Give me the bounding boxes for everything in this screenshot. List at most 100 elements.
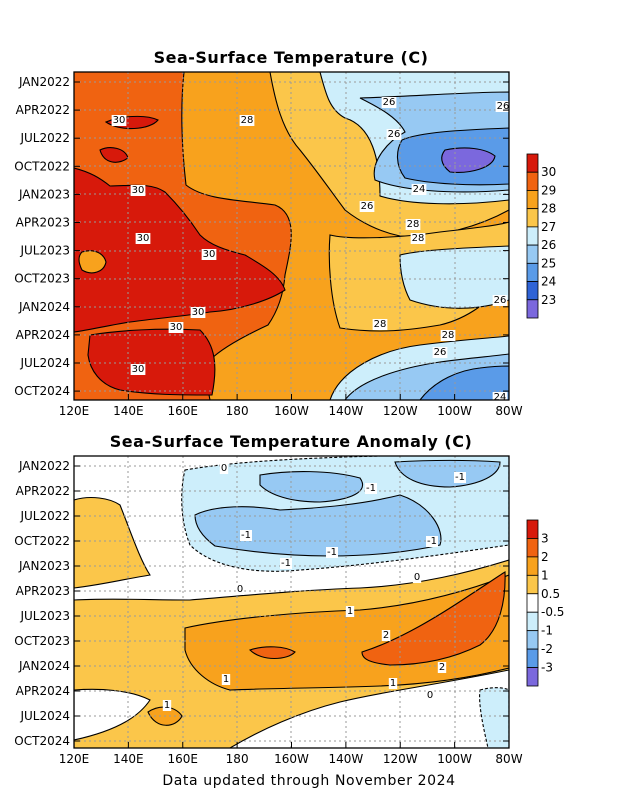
sst-contour-label: 30 <box>132 364 145 375</box>
sst-contour-label: 30 <box>132 185 145 196</box>
anomaly-x-tick-label: 120W <box>383 752 418 766</box>
anomaly-x-tick-label: 80W <box>495 752 522 766</box>
sst-contour-label: 28 <box>241 115 254 126</box>
sst-colorbar-label: 27 <box>541 220 556 234</box>
anom-region-2-east <box>361 571 506 666</box>
sst-colorbar-swatch <box>526 281 539 301</box>
anomaly-axis-ticks: 120E 140E 160E 180 160W 140W 120W 100W 80W JAN202… <box>14 459 522 766</box>
contour-label-box <box>410 233 426 244</box>
contour-label-box <box>240 530 252 541</box>
sst-x-tick-label: 160W <box>274 404 309 418</box>
contour-label-box <box>326 547 338 558</box>
sst-colorbar-label: 24 <box>541 275 556 289</box>
sst-x-tick-label: 120E <box>59 404 90 418</box>
sst-y-tick-label: OCT2023 <box>14 272 70 286</box>
sst-contour-label: 28 <box>407 219 420 230</box>
sst-contour-label: 30 <box>137 233 150 244</box>
sst-colorbar-swatch <box>526 226 539 246</box>
anomaly-y-tick-label: JUL2022 <box>19 509 70 523</box>
anom-region-neg-1c <box>394 459 501 488</box>
anom-region-neg-east <box>479 687 509 748</box>
sst-colorbar-label: 26 <box>541 238 556 252</box>
anomaly-contour-label: 0 <box>414 572 420 583</box>
sst-contour-label: 26 <box>497 101 510 112</box>
sst-y-tick-label: OCT2024 <box>14 384 70 398</box>
contour-label-box <box>492 392 508 403</box>
contour-label-box <box>221 674 231 685</box>
sst-y-tick-label: APR2022 <box>16 103 70 117</box>
sst-field <box>74 72 509 400</box>
anomaly-x-tick-label: 100W <box>437 752 472 766</box>
anomaly-colorbar-swatch <box>526 519 539 539</box>
sst-colorbar-swatch <box>526 299 539 319</box>
contour-label-box <box>405 219 421 230</box>
contour-label-box <box>381 97 397 108</box>
anomaly-y-tick-label: APR2023 <box>16 584 70 598</box>
anomaly-x-tick-label: 140W <box>328 752 363 766</box>
anomaly-colorbar-label: -0.5 <box>541 605 564 619</box>
anom-region-2-west <box>248 646 296 660</box>
anomaly-contour-label: -1 <box>427 536 437 547</box>
anomaly-colorbar-swatch <box>526 538 539 558</box>
anomaly-contour-label: 1 <box>164 700 170 711</box>
sst-contour-label: 24 <box>494 392 507 403</box>
sst-y-tick-label: JAN2022 <box>18 75 70 89</box>
contour-label-box <box>492 295 508 306</box>
sst-y-tick-label: APR2024 <box>16 328 70 342</box>
sst-y-tick-label: JUL2024 <box>19 356 70 370</box>
anomaly-y-tick-label: OCT2023 <box>14 634 70 648</box>
anomaly-y-tick-label: JUL2023 <box>19 609 70 623</box>
sst-contour-label: 28 <box>374 319 387 330</box>
sst-axis-ticks: 120E 140E 160E 180 160W 140W 120W 100W 80W JAN202… <box>14 75 522 418</box>
contour-label-box <box>386 129 402 140</box>
sst-colorbar-swatch <box>526 153 539 173</box>
anomaly-colorbar-label: 2 <box>541 550 549 564</box>
anomaly-y-tick-label: JAN2022 <box>18 459 70 473</box>
contour-label-box <box>437 662 447 673</box>
anomaly-colorbar: 3 2 1 0.5 -0.5 -1 -2 -3 <box>526 519 564 687</box>
anomaly-colorbar-label: -1 <box>541 624 553 638</box>
sst-colorbar-label: 29 <box>541 183 556 197</box>
sst-colorbar: 30 29 28 27 26 25 24 23 <box>526 153 556 319</box>
anomaly-colorbar-swatch <box>526 630 539 650</box>
sst-contour-label: 30 <box>113 115 126 126</box>
anomaly-y-tick-label: OCT2022 <box>14 534 70 548</box>
anomaly-x-tick-label: 160E <box>168 752 199 766</box>
sst-contour-label: 26 <box>383 97 396 108</box>
contour-label-box <box>495 101 511 112</box>
anomaly-colorbar-swatch <box>526 648 539 668</box>
contour-label-box <box>388 678 398 689</box>
anomaly-contour-label: 2 <box>439 662 445 673</box>
sst-x-tick-label: 120W <box>383 404 418 418</box>
anomaly-contour-labels: 0 -1 -1 -1 -1 -1 -1 0 0 1 2 2 1 1 1 0 <box>162 463 466 711</box>
anomaly-colorbar-label: 1 <box>541 568 549 582</box>
sst-contour-label: 28 <box>412 233 425 244</box>
sst-colorbar-swatch <box>526 244 539 264</box>
sst-region-24b <box>419 365 509 400</box>
anom-region-neutral-east <box>228 669 509 748</box>
contour-label-box <box>135 233 151 244</box>
anomaly-y-tick-label: JAN2023 <box>18 559 70 573</box>
contour-label-box <box>440 330 456 341</box>
sst-colorbar-swatch <box>526 208 539 228</box>
anom-region-neg-1b <box>259 471 363 503</box>
sst-contour-label: 26 <box>434 347 447 358</box>
anomaly-y-tick-label: APR2024 <box>16 684 70 698</box>
anomaly-x-tick-label: 180 <box>226 752 249 766</box>
contour-label-box <box>111 115 127 126</box>
anomaly-colorbar-label: 3 <box>541 531 549 545</box>
sst-x-tick-label: 140E <box>113 404 144 418</box>
sst-contour-label: 26 <box>388 129 401 140</box>
sst-contour-label: 26 <box>494 295 507 306</box>
anomaly-contour-label: -1 <box>241 530 251 541</box>
anomaly-colorbar-swatch <box>526 593 539 613</box>
contour-label-box <box>411 184 427 195</box>
anomaly-contour-label: 1 <box>390 678 396 689</box>
anomaly-colorbar-label: 0.5 <box>541 587 560 601</box>
sst-region-30d <box>87 328 216 396</box>
contour-label-box <box>162 700 172 711</box>
sst-contour-label: 26 <box>361 201 374 212</box>
contour-label-box <box>130 185 146 196</box>
anomaly-contour-label: 0 <box>427 690 433 701</box>
